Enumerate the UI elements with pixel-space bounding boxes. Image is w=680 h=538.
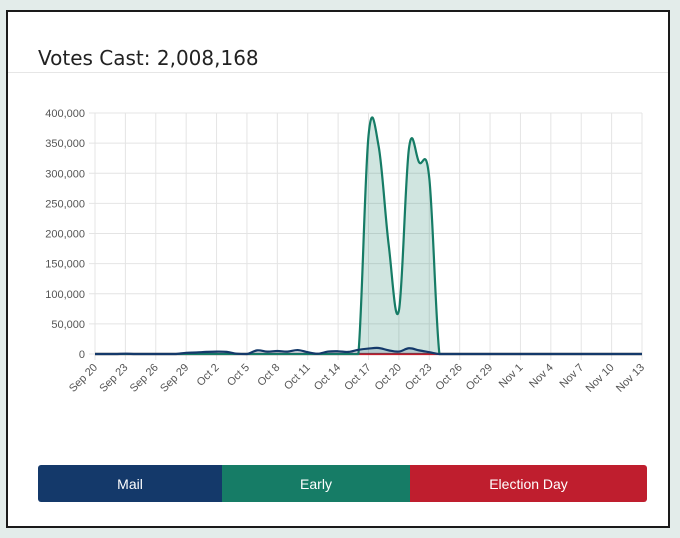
y-tick-label: 200,000	[45, 229, 85, 241]
x-tick-label: Sep 20	[67, 362, 100, 395]
y-axis: 0 50,000 100,000 150,000 200,000 250,000 300,0…	[45, 108, 85, 361]
chart-series	[94, 116, 642, 356]
x-tick-label: Oct 14	[312, 362, 343, 393]
series-legend: Mail Early Election Day	[38, 465, 647, 502]
x-tick-label: Nov 13	[614, 362, 647, 395]
x-tick-label: Oct 8	[255, 362, 282, 389]
x-tick-label: Oct 26	[433, 362, 464, 393]
x-tick-label: Oct 5	[225, 362, 252, 389]
x-tick-label: Nov 7	[558, 362, 587, 391]
series-line-mail	[94, 346, 642, 356]
y-tick-label: 150,000	[45, 259, 85, 271]
x-tick-label: Nov 4	[527, 362, 556, 391]
chart-card: Votes Cast: 2,008,168 0 50,000 100,000 150,…	[6, 10, 670, 528]
x-tick-label: Oct 23	[403, 362, 434, 393]
x-tick-label: Sep 29	[158, 362, 191, 395]
x-tick-label: Sep 26	[128, 362, 161, 395]
series-area-mail	[95, 347, 642, 354]
chart-title: Votes Cast: 2,008,168	[38, 46, 259, 70]
y-tick-label: 300,000	[45, 168, 85, 180]
x-tick-label: Nov 1	[497, 362, 526, 391]
x-tick-label: Oct 20	[373, 362, 404, 393]
legend-mail-button[interactable]: Mail	[38, 465, 222, 502]
x-tick-label: Sep 23	[97, 362, 130, 395]
legend-election-day-button[interactable]: Election Day	[410, 465, 647, 502]
y-tick-label: 400,000	[45, 108, 85, 120]
title-divider	[8, 72, 668, 73]
y-tick-label: 100,000	[45, 289, 85, 301]
votes-area-chart: 0 50,000 100,000 150,000 200,000 250,000 300,0…	[45, 108, 647, 395]
y-tick-label: 50,000	[51, 319, 85, 331]
x-tick-label: Oct 2	[195, 362, 222, 389]
chart-grid	[89, 112, 643, 360]
x-tick-label: Nov 10	[584, 362, 617, 395]
y-tick-label: 350,000	[45, 138, 85, 150]
x-tick-label: Oct 17	[342, 362, 373, 393]
y-tick-label: 0	[79, 349, 85, 361]
legend-early-button[interactable]: Early	[222, 465, 410, 502]
x-tick-label: Oct 11	[282, 362, 313, 393]
series-area-early	[95, 117, 642, 354]
x-tick-label: Oct 29	[464, 362, 495, 393]
y-tick-label: 250,000	[45, 198, 85, 210]
